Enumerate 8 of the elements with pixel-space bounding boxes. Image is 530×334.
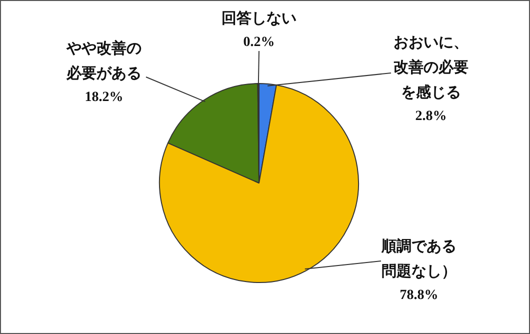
data-label: 78.8% (400, 288, 438, 303)
slice-label: 回答しない (222, 9, 296, 27)
slice-label: 順調である問題なし） (380, 237, 456, 280)
data-label: 0.2% (243, 35, 275, 50)
data-label: 18.2% (84, 90, 124, 105)
slice-label: やや改善の必要がある (66, 39, 142, 82)
data-label: 2.8% (415, 109, 447, 124)
slice-label: おおいに、改善の必要を感じる (394, 33, 468, 101)
